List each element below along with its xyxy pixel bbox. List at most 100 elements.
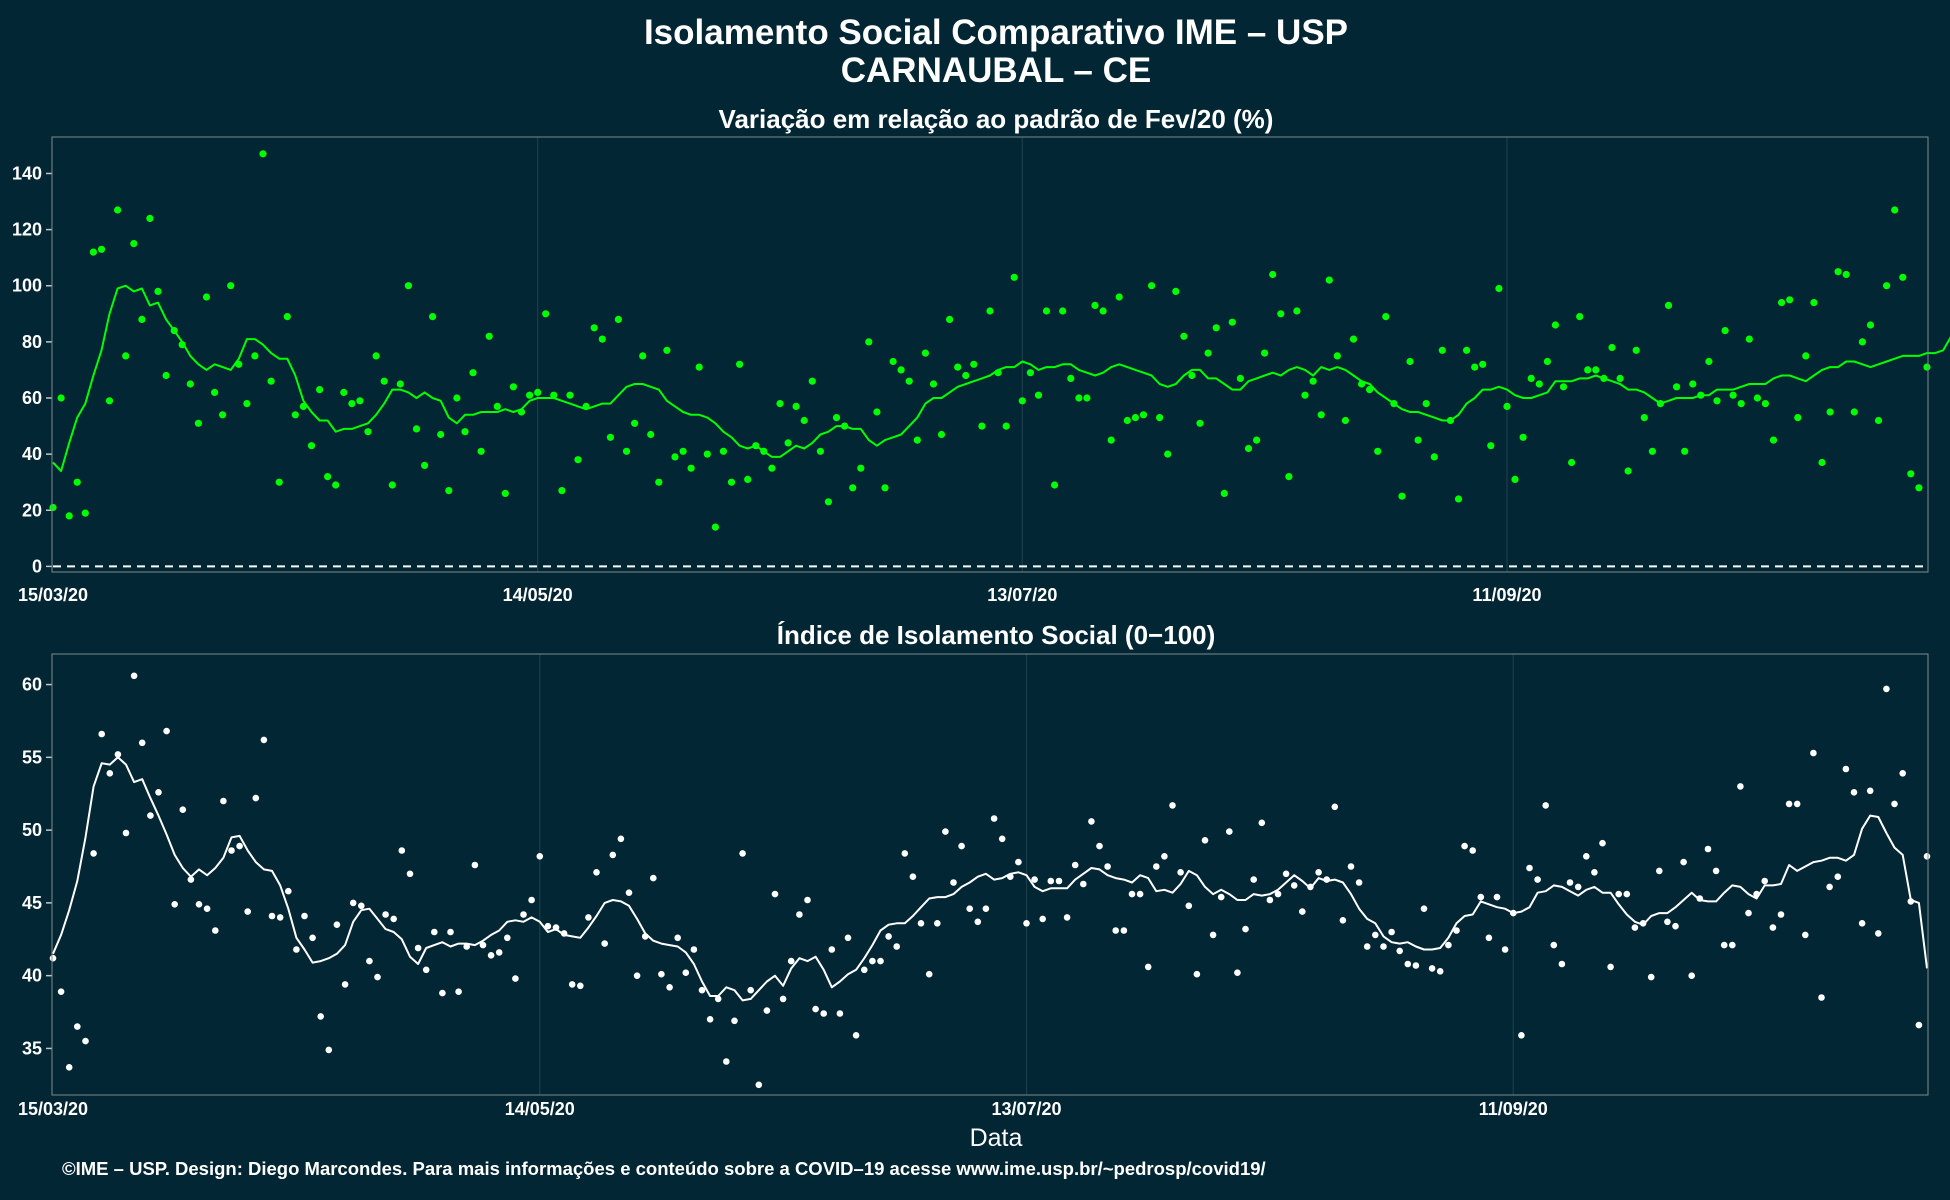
variation-daily-point xyxy=(1212,324,1220,332)
variation-daily-point xyxy=(986,307,994,315)
variation-daily-point xyxy=(695,363,703,371)
index-daily-point xyxy=(909,873,917,880)
index-daily-point xyxy=(293,946,300,953)
index-daily-point xyxy=(528,896,535,904)
variation-daily-point xyxy=(227,282,235,290)
variation-daily-point xyxy=(81,509,89,517)
index-daily-point xyxy=(1112,927,1119,934)
variation-daily-point xyxy=(275,478,283,486)
index-daily-point xyxy=(1380,943,1387,950)
index-daily-point xyxy=(1688,972,1695,979)
variation-y-tick-label: 100 xyxy=(12,276,42,296)
variation-x-tick-label: 14/05/20 xyxy=(503,585,573,605)
index-daily-point xyxy=(1250,876,1257,883)
variation-daily-point xyxy=(477,447,485,455)
variation-daily-point xyxy=(178,341,186,349)
index-daily-point xyxy=(1866,787,1874,795)
index-daily-point xyxy=(568,981,576,988)
variation-daily-point xyxy=(574,456,582,464)
variation-daily-point xyxy=(235,360,243,368)
variation-daily-point xyxy=(1915,484,1923,492)
index-daily-point xyxy=(1323,876,1330,883)
index-daily-point xyxy=(268,912,276,920)
variation-y-tick-label: 0 xyxy=(32,556,42,576)
index-daily-point xyxy=(1055,877,1063,885)
variation-daily-point xyxy=(1923,363,1931,371)
variation-daily-point xyxy=(267,377,275,385)
index-daily-point xyxy=(593,869,600,876)
index-daily-point xyxy=(1031,876,1038,883)
index-daily-point xyxy=(552,924,560,931)
index-daily-point xyxy=(1355,879,1363,886)
index-daily-point xyxy=(1793,800,1801,808)
variation-daily-point xyxy=(1107,436,1115,444)
variation-daily-point xyxy=(752,442,760,450)
index-daily-point xyxy=(65,1064,73,1071)
variation-daily-point xyxy=(259,150,267,158)
variation-daily-point xyxy=(1778,299,1786,307)
variation-daily-point xyxy=(396,380,404,388)
variation-daily-point xyxy=(485,332,493,340)
variation-daily-point xyxy=(671,453,679,461)
variation-daily-point xyxy=(1745,335,1753,343)
index-daily-point xyxy=(1445,941,1452,949)
index-daily-point xyxy=(349,899,357,907)
index-axis-ticks: 15/03/20 14/05/20 13/07/20 11/09/20 35 40 45 50… xyxy=(18,675,1548,1119)
index-daily-point xyxy=(1826,883,1833,891)
index-daily-point xyxy=(447,928,454,936)
variation-daily-point xyxy=(1713,397,1721,405)
credits-caption: ©IME – USP. Design: Diego Marcondes. Par… xyxy=(62,1158,1266,1179)
index-marks xyxy=(49,672,1931,1089)
index-daily-point xyxy=(674,934,681,942)
index-daily-point xyxy=(74,1023,81,1030)
index-daily-point xyxy=(1144,963,1152,971)
variation-daily-point xyxy=(1463,346,1471,354)
variation-daily-point xyxy=(1705,357,1713,366)
index-daily-point xyxy=(1015,858,1022,866)
variation-daily-point xyxy=(558,487,566,495)
variation-daily-point xyxy=(1414,436,1422,444)
variation-daily-point xyxy=(1850,408,1858,416)
index-daily-point xyxy=(455,988,462,995)
variation-daily-point xyxy=(202,293,211,301)
variation-axis-ticks: 15/03/20 14/05/20 13/07/20 11/09/20 0 20 40 60 8… xyxy=(12,163,1542,605)
index-daily-point xyxy=(1518,1032,1525,1039)
variation-daily-point xyxy=(1640,414,1648,422)
index-daily-point xyxy=(625,889,633,896)
variation-daily-point xyxy=(1761,400,1769,408)
index-daily-point xyxy=(260,736,268,744)
index-daily-point xyxy=(147,812,154,819)
index-daily-point xyxy=(114,751,122,758)
index-daily-point xyxy=(723,1058,730,1065)
index-daily-point xyxy=(366,957,373,965)
index-daily-point xyxy=(828,946,836,953)
variation-y-tick-label: 140 xyxy=(12,163,42,183)
variation-daily-point xyxy=(332,481,340,489)
variation-daily-point xyxy=(1164,450,1172,458)
variation-daily-point xyxy=(1907,470,1915,478)
variation-daily-point xyxy=(905,377,913,385)
index-daily-point xyxy=(1834,873,1842,880)
index-daily-point xyxy=(666,984,673,991)
variation-moving-average-line xyxy=(52,284,1950,472)
variation-daily-point xyxy=(1253,436,1261,444)
variation-daily-point xyxy=(1261,349,1269,357)
variation-daily-point xyxy=(857,464,865,472)
index-daily-point xyxy=(836,1010,844,1017)
variation-daily-point xyxy=(970,360,978,368)
index-daily-point xyxy=(1526,864,1533,872)
index-daily-point xyxy=(1396,947,1403,955)
variation-daily-point xyxy=(1624,467,1632,475)
index-daily-point xyxy=(1907,898,1915,905)
index-daily-point xyxy=(1591,869,1598,876)
index-daily-point xyxy=(1039,915,1046,923)
variation-daily-point xyxy=(1503,402,1511,410)
index-daily-point xyxy=(601,940,608,947)
variation-daily-point xyxy=(1681,447,1689,455)
index-daily-point xyxy=(731,1017,738,1025)
index-daily-point xyxy=(49,954,57,962)
variation-daily-point xyxy=(1834,268,1842,276)
variation-daily-point xyxy=(65,512,73,520)
variation-daily-point xyxy=(162,371,170,380)
